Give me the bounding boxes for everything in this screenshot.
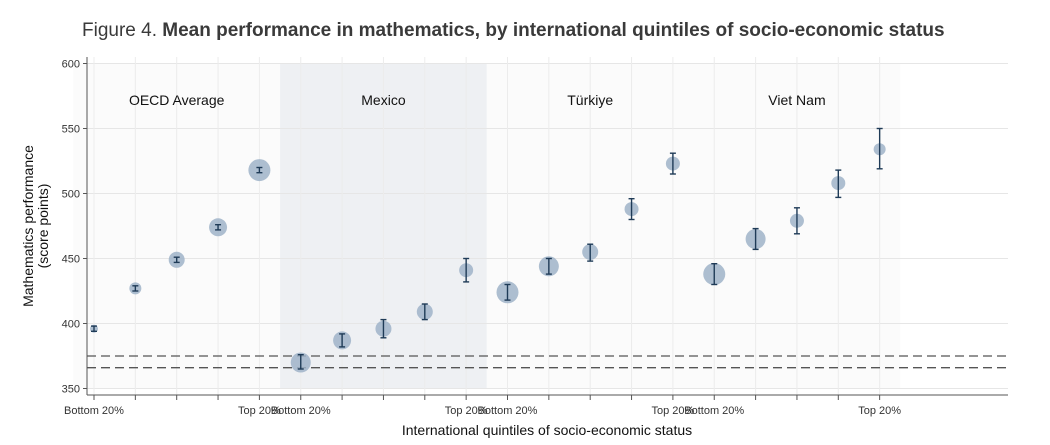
- axes: [83, 57, 1008, 400]
- panel-label: Mexico: [361, 92, 406, 108]
- panel-backgrounds: [73, 63, 901, 389]
- panel-label: OECD Average: [129, 92, 225, 108]
- y-tick-label: 500: [62, 189, 80, 201]
- x-axis-title: International quintiles of socio-economi…: [402, 422, 692, 438]
- x-tick-label: Bottom 20%: [64, 405, 124, 417]
- y-tick-label: 400: [62, 319, 80, 331]
- x-tick-label: Top 20%: [445, 405, 488, 417]
- chart-title: Figure 4. Mean performance in mathematic…: [82, 20, 945, 42]
- panel-label: Türkiye: [567, 92, 613, 108]
- chart-title-main: Mean performance in mathematics, by inte…: [162, 20, 945, 41]
- y-tick-label: 550: [62, 124, 80, 136]
- y-axis-title-line-2: (score points): [35, 184, 51, 269]
- x-tick-label: Bottom 20%: [478, 405, 538, 417]
- y-tick-label: 450: [62, 254, 80, 266]
- data-points: [90, 127, 886, 373]
- x-tick-label: Bottom 20%: [271, 405, 331, 417]
- y-tick-label: 600: [62, 59, 80, 71]
- x-tick-label: Bottom 20%: [684, 405, 744, 417]
- panel-label: Viet Nam: [768, 92, 825, 108]
- labels: 350 400 450 500 550 600 OECD Average Mexico Türk…: [20, 59, 901, 439]
- y-tick-label: 350: [62, 384, 80, 396]
- x-tick-label: Top 20%: [651, 405, 694, 417]
- chart-title-prefix: Figure 4.: [82, 20, 163, 41]
- x-tick-label: Top 20%: [858, 405, 901, 417]
- y-axis-title-line-1: Mathematics performance: [20, 145, 36, 307]
- x-tick-label: Top 20%: [238, 405, 281, 417]
